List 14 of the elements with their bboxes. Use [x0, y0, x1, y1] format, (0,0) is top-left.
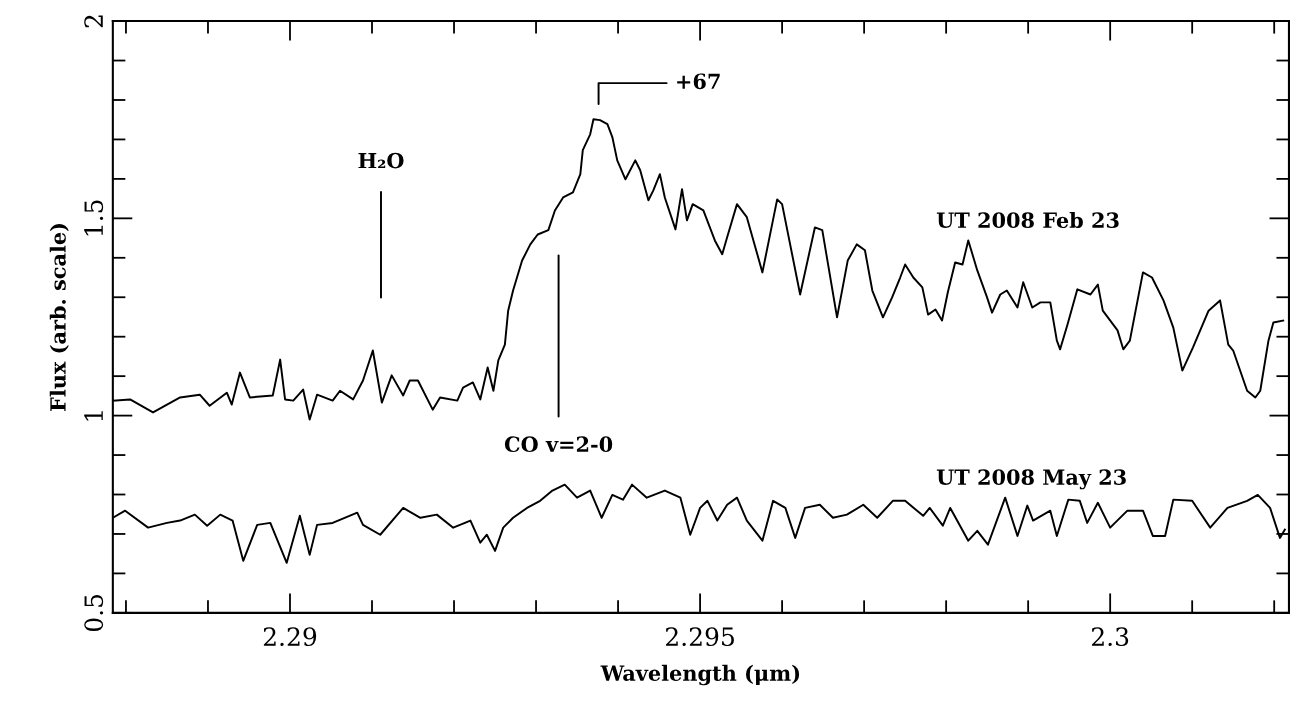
series-label: UT 2008 Feb 23	[936, 211, 1119, 229]
x-tick-label: 2.3	[1091, 627, 1129, 647]
x-tick-label: 2.29	[263, 627, 317, 647]
y-tick-label: 0.5	[84, 594, 104, 632]
annotation: H₂O	[358, 152, 404, 169]
y-tick-label: 2	[84, 15, 103, 28]
y-tick-label: 1.5	[84, 200, 104, 236]
annotation: +67	[677, 73, 720, 90]
y-tick-label: 1	[84, 411, 103, 421]
x-tick-label: 2.295	[665, 627, 734, 647]
annotation: CO v=2-0	[504, 436, 613, 453]
y-axis-title: Flux (arb. scale)	[49, 224, 69, 411]
series-label: UT 2008 May 23	[936, 469, 1126, 490]
x-axis-title: Wavelength (μm)	[600, 664, 800, 686]
